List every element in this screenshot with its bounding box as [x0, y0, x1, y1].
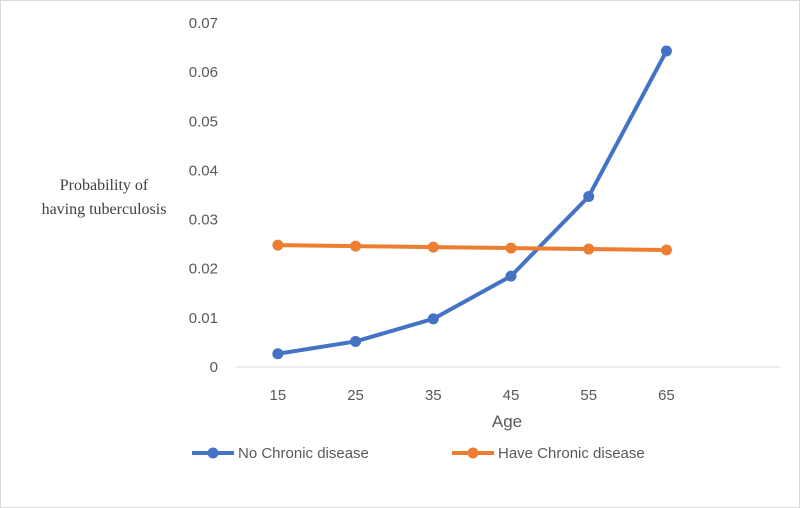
data-point	[583, 243, 595, 255]
x-axis-ticks: 15 25 35 45 55 65	[270, 387, 675, 404]
y-tick-label: 0.01	[189, 310, 218, 327]
y-tick-label: 0.02	[189, 261, 218, 278]
x-tick-label: 15	[270, 387, 287, 404]
legend: No Chronic disease Have Chronic disease	[192, 445, 645, 462]
data-point	[350, 335, 362, 347]
data-point	[272, 239, 284, 251]
y-tick-label: 0.04	[189, 162, 218, 179]
data-point	[505, 242, 517, 254]
y-axis-ticks: 0 0.01 0.02 0.03 0.04 0.05 0.06 0.07	[189, 15, 218, 376]
y-axis-title-line-2: having tuberculosis	[42, 201, 167, 218]
series-group	[272, 45, 672, 360]
legend-label: No Chronic disease	[238, 445, 369, 462]
data-point	[427, 313, 439, 325]
x-tick-label: 65	[658, 387, 675, 404]
x-tick-label: 35	[425, 387, 442, 404]
x-axis-title: Age	[492, 412, 522, 431]
data-point	[660, 45, 672, 57]
series-line	[275, 243, 669, 253]
data-point	[427, 241, 439, 253]
y-tick-label: 0.06	[189, 64, 218, 81]
data-point	[660, 244, 672, 256]
data-point	[505, 270, 517, 282]
y-axis-title-line-1: Probability of	[60, 177, 149, 194]
x-tick-label: 55	[580, 387, 597, 404]
y-tick-label: 0.05	[189, 113, 218, 130]
y-tick-label: 0	[210, 359, 218, 376]
legend-swatch-marker	[207, 447, 219, 459]
data-point	[350, 240, 362, 252]
series-line	[275, 49, 669, 356]
data-point	[583, 190, 595, 202]
x-tick-label: 45	[503, 387, 520, 404]
legend-swatch-marker	[467, 447, 479, 459]
legend-label: Have Chronic disease	[498, 445, 645, 462]
data-point	[272, 348, 284, 360]
x-tick-label: 25	[347, 387, 364, 404]
y-tick-label: 0.07	[189, 15, 218, 32]
y-tick-label: 0.03	[189, 212, 218, 229]
